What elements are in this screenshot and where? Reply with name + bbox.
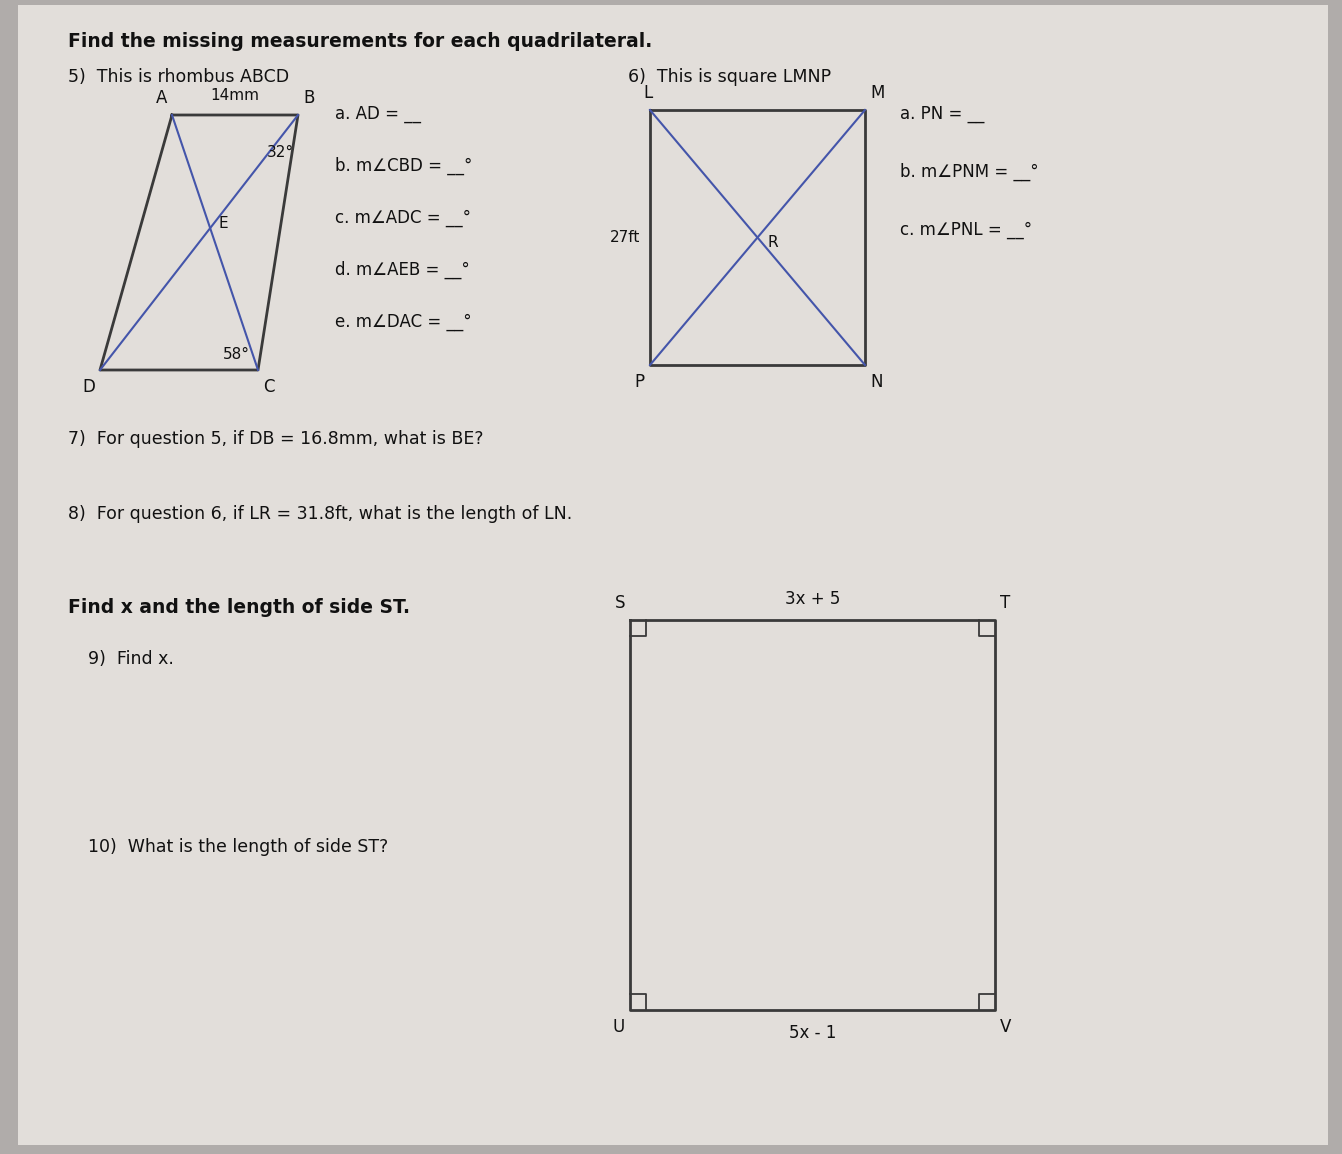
Text: E: E [219,216,228,231]
Text: 7)  For question 5, if DB = 16.8mm, what is BE?: 7) For question 5, if DB = 16.8mm, what … [68,430,483,448]
Text: R: R [768,235,778,250]
Text: V: V [1000,1018,1012,1036]
Text: d. m∠AEB = __°: d. m∠AEB = __° [336,261,470,279]
Text: N: N [870,373,883,391]
Text: 10)  What is the length of side ST?: 10) What is the length of side ST? [89,838,388,856]
Text: 3x + 5: 3x + 5 [785,590,840,608]
Text: 27ft: 27ft [609,230,640,245]
Text: a. AD = __: a. AD = __ [336,105,421,123]
Text: 58°: 58° [223,347,250,362]
Text: b. m∠PNM = __°: b. m∠PNM = __° [900,163,1039,181]
Text: c. m∠PNL = __°: c. m∠PNL = __° [900,222,1032,239]
Text: 5x - 1: 5x - 1 [789,1024,836,1042]
Text: T: T [1000,594,1011,612]
Text: S: S [615,594,625,612]
Text: 14mm: 14mm [211,88,259,103]
Text: U: U [613,1018,625,1036]
Text: Find x and the length of side ST.: Find x and the length of side ST. [68,598,411,617]
Text: P: P [635,373,646,391]
Text: A: A [156,89,166,107]
Text: e. m∠DAC = __°: e. m∠DAC = __° [336,313,471,331]
Text: Find the missing measurements for each quadrilateral.: Find the missing measurements for each q… [68,32,652,51]
Text: b. m∠CBD = __°: b. m∠CBD = __° [336,157,472,175]
Text: 9)  Find x.: 9) Find x. [89,650,174,668]
Text: L: L [643,84,652,102]
Text: M: M [870,84,884,102]
Text: D: D [82,379,95,396]
Text: 8)  For question 6, if LR = 31.8ft, what is the length of LN.: 8) For question 6, if LR = 31.8ft, what … [68,505,572,523]
Text: 5)  This is rhombus ABCD: 5) This is rhombus ABCD [68,68,289,87]
Text: c. m∠ADC = __°: c. m∠ADC = __° [336,209,471,227]
Text: B: B [303,89,314,107]
Text: a. PN = __: a. PN = __ [900,105,985,123]
Text: 6)  This is square LMNP: 6) This is square LMNP [628,68,831,87]
Text: C: C [263,379,275,396]
Text: 32°: 32° [267,145,294,160]
